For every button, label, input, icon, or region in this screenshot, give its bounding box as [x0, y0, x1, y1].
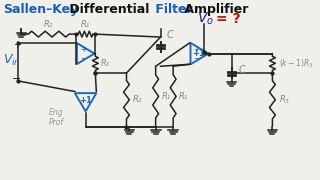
Text: R₁: R₁	[179, 92, 188, 101]
Text: −: −	[12, 74, 21, 84]
Text: +1: +1	[79, 96, 92, 105]
Text: C: C	[166, 30, 173, 40]
Text: $R_3$: $R_3$	[279, 94, 290, 106]
Text: Differential: Differential	[65, 3, 149, 16]
Text: R₁: R₁	[101, 59, 110, 68]
Text: +1: +1	[192, 49, 205, 58]
Text: R₁: R₁	[81, 20, 90, 29]
Text: −: −	[193, 53, 201, 62]
Text: +: +	[193, 45, 200, 54]
Text: $V_o$: $V_o$	[196, 10, 213, 27]
Text: R₁: R₁	[162, 92, 171, 101]
Text: C: C	[238, 65, 245, 75]
Text: $V_{in}$: $V_{in}$	[3, 52, 21, 68]
Text: Eng
Prof: Eng Prof	[49, 108, 64, 127]
Text: Filter: Filter	[151, 3, 192, 16]
Text: $(k-1)R_3$: $(k-1)R_3$	[279, 57, 314, 69]
Text: Amplifier: Amplifier	[180, 3, 248, 16]
Text: = ?: = ?	[216, 12, 241, 26]
Text: Sallen–Key: Sallen–Key	[3, 3, 78, 16]
Text: +: +	[80, 45, 86, 54]
Text: R₂: R₂	[132, 95, 141, 104]
Text: +: +	[12, 40, 20, 50]
Text: −: −	[80, 53, 87, 62]
Text: R₂: R₂	[44, 20, 53, 29]
